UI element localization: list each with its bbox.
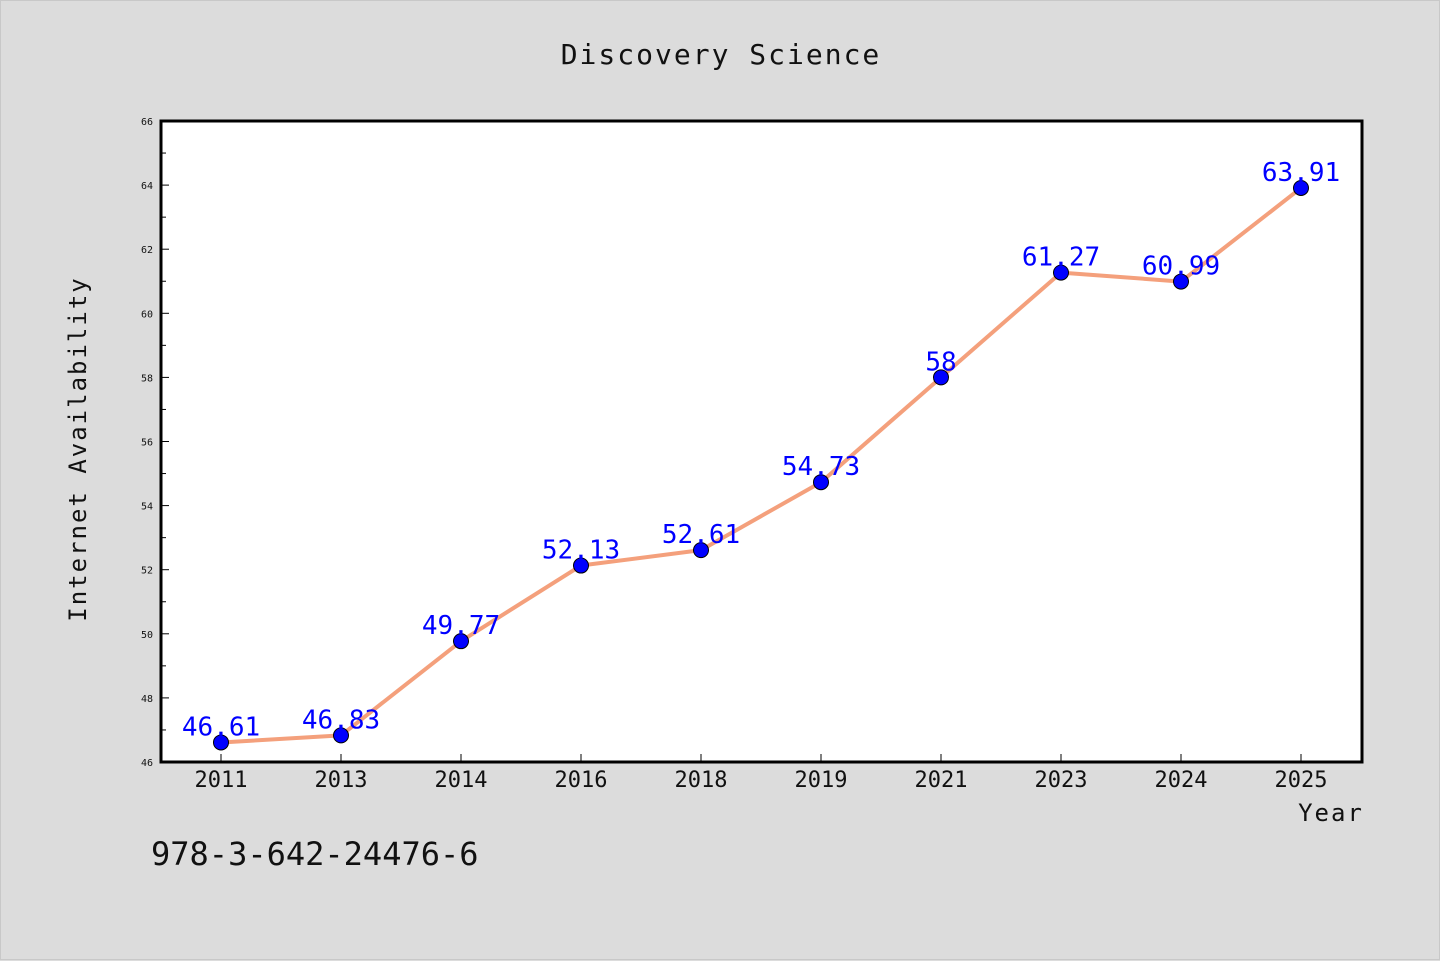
y-axis: 46 48 50 52 54 56 58 60 62 64 66 xyxy=(141,117,169,769)
data-point xyxy=(1053,264,1069,281)
y-tick-label: 66 xyxy=(141,117,153,128)
data-point xyxy=(573,557,589,574)
y-tick-label: 60 xyxy=(141,309,153,320)
data-point xyxy=(213,734,229,751)
x-axis-label: Year xyxy=(1298,799,1364,827)
data-label: 46.61 xyxy=(182,712,260,742)
data-label: 52.13 xyxy=(542,536,620,566)
x-tick-label: 2011 xyxy=(195,768,248,793)
x-axis: 2011 2013 2014 2016 2018 2019 2021 2023 2024 2025 xyxy=(195,754,1328,793)
x-tick-label: 2016 xyxy=(555,768,608,793)
x-tick-label: 2024 xyxy=(1155,768,1208,793)
x-tick-label: 2018 xyxy=(675,768,728,793)
data-label: 58 xyxy=(925,347,956,377)
data-point xyxy=(453,633,469,650)
data-label: 54.73 xyxy=(782,452,860,482)
y-tick-label: 52 xyxy=(141,566,153,577)
series-layer xyxy=(213,179,1309,751)
data-label: 46.83 xyxy=(302,705,380,735)
data-label: 52.61 xyxy=(662,520,740,550)
data-label: 63.91 xyxy=(1262,158,1340,188)
y-tick-label: 56 xyxy=(141,438,153,449)
y-tick-label: 48 xyxy=(141,694,153,705)
data-label: 61.27 xyxy=(1022,243,1100,273)
data-point xyxy=(693,542,709,559)
data-point xyxy=(1173,273,1189,290)
x-tick-label: 2023 xyxy=(1035,768,1088,793)
x-tick-label: 2021 xyxy=(915,768,968,793)
data-point xyxy=(333,727,349,744)
data-label-layer: 46.61 46.83 49.77 52.13 52.61 54.73 58 61.27 60.… xyxy=(182,158,1340,742)
x-tick-label: 2025 xyxy=(1275,768,1328,793)
x-tick-label: 2014 xyxy=(435,768,488,793)
data-label: 60.99 xyxy=(1142,252,1220,282)
y-tick-label: 46 xyxy=(141,758,153,769)
data-point xyxy=(1293,179,1309,196)
y-tick-label: 54 xyxy=(141,502,153,513)
isbn-text: 978-3-642-24476-6 xyxy=(151,835,479,873)
series-line xyxy=(220,186,1303,745)
y-tick-label: 58 xyxy=(141,373,153,384)
y-tick-label: 62 xyxy=(141,245,153,256)
y-axis-label: Internet Availability xyxy=(64,276,92,621)
plot-area xyxy=(159,119,1364,764)
chart-title: Discovery Science xyxy=(561,38,882,71)
data-label: 49.77 xyxy=(422,611,500,641)
data-point xyxy=(813,474,829,491)
x-tick-label: 2019 xyxy=(795,768,848,793)
y-tick-label: 50 xyxy=(141,630,153,641)
data-point xyxy=(933,369,949,386)
x-tick-label: 2013 xyxy=(315,768,368,793)
y-tick-label: 64 xyxy=(141,181,153,192)
